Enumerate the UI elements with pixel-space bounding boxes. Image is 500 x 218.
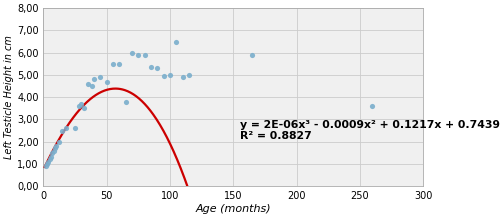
Point (109, 62, 117, 66)
Point (134, 53, 142, 57)
Point (52, 144, 60, 148)
Point (84, 82, 92, 86)
Point (54, 140, 62, 143)
Point (166, 73, 174, 77)
Point (46, 158, 54, 161)
Point (178, 75, 186, 79)
Point (185, 73, 193, 77)
Point (50, 149, 58, 152)
Point (128, 51, 136, 54)
X-axis label: Age (months): Age (months) (196, 204, 271, 214)
Point (122, 100, 130, 103)
Point (51, 147, 59, 150)
Point (90, 78, 98, 81)
Y-axis label: Left Testicle Height in cm: Left Testicle Height in cm (4, 35, 14, 159)
Point (75, 104, 83, 108)
Point (62, 127, 70, 130)
Point (78, 102, 86, 106)
Point (140, 53, 148, 57)
Text: y = 2E-06x³ - 0.0009x² + 0.1217x + 0.7439
R² = 0.8827: y = 2E-06x³ - 0.0009x² + 0.1217x + 0.743… (240, 120, 500, 141)
Point (80, 107, 88, 110)
Point (368, 104, 376, 108)
Point (58, 129, 66, 132)
Point (71, 127, 79, 130)
Point (154, 66, 162, 70)
Point (44, 160, 52, 164)
Point (42, 164, 50, 168)
Point (102, 80, 110, 83)
Point (48, 151, 56, 155)
Point (88, 84, 96, 88)
Point (248, 53, 256, 57)
Point (47, 155, 55, 159)
Point (96, 75, 104, 79)
Point (116, 62, 124, 66)
Point (172, 40, 180, 43)
Point (160, 74, 168, 78)
Point (147, 65, 155, 69)
Point (43, 162, 51, 166)
